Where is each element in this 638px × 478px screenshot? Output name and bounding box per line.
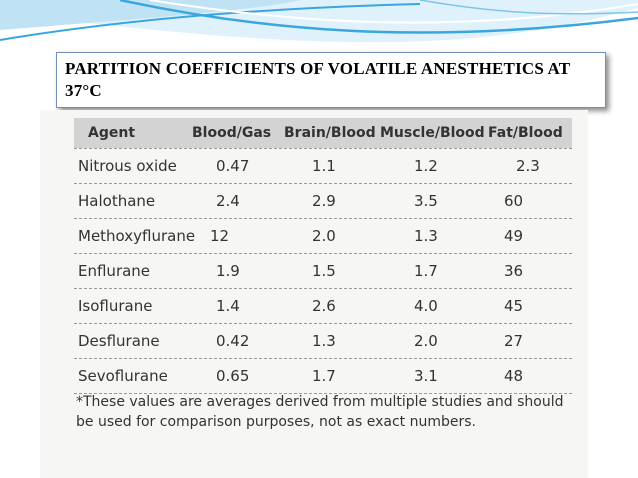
cell-blood-gas: 1.9 [216, 262, 240, 280]
header-blood-gas: Blood/Gas [192, 125, 272, 141]
partition-table: Agent Blood/Gas Brain/Blood Muscle/Blood… [74, 118, 572, 394]
table-row: Sevoflurane 0.65 1.7 3.1 48 [74, 359, 572, 394]
header-muscle-blood: Muscle/Blood [380, 125, 485, 141]
cell-blood-gas: 0.42 [216, 332, 250, 350]
cell-muscle-blood: 1.2 [414, 157, 438, 175]
header-fat-blood: Fat/Blood [488, 125, 563, 141]
cell-agent: Sevoflurane [78, 367, 168, 385]
cell-muscle-blood: 4.0 [414, 297, 438, 315]
cell-brain-blood: 2.9 [312, 192, 336, 210]
cell-blood-gas: 0.47 [216, 157, 250, 175]
cell-fat-blood: 48 [504, 367, 524, 385]
cell-brain-blood: 2.6 [312, 297, 336, 315]
cell-muscle-blood: 3.5 [414, 192, 438, 210]
table-row: Isoflurane 1.4 2.6 4.0 45 [74, 289, 572, 324]
table-row: Methoxyflurane 12 2.0 1.3 49 [74, 219, 572, 254]
cell-blood-gas: 1.4 [216, 297, 240, 315]
cell-muscle-blood: 2.0 [414, 332, 438, 350]
cell-brain-blood: 1.7 [312, 367, 336, 385]
cell-fat-blood: 27 [504, 332, 524, 350]
table-row: Halothane 2.4 2.9 3.5 60 [74, 184, 572, 219]
cell-fat-blood: 45 [504, 297, 524, 315]
cell-muscle-blood: 1.3 [414, 227, 438, 245]
cell-fat-blood: 2.3 [516, 157, 540, 175]
cell-agent: Nitrous oxide [78, 157, 177, 175]
cell-blood-gas: 12 [210, 227, 230, 245]
cell-fat-blood: 60 [504, 192, 524, 210]
cell-blood-gas: 2.4 [216, 192, 240, 210]
header-agent: Agent [88, 125, 136, 141]
cell-muscle-blood: 1.7 [414, 262, 438, 280]
cell-fat-blood: 36 [504, 262, 524, 280]
table-image: Agent Blood/Gas Brain/Blood Muscle/Blood… [40, 110, 588, 478]
table-row: Enflurane 1.9 1.5 1.7 36 [74, 254, 572, 289]
decorative-wave [0, 0, 638, 43]
table-row: Desflurane 0.42 1.3 2.0 27 [74, 324, 572, 359]
cell-brain-blood: 1.1 [312, 157, 336, 175]
cell-fat-blood: 49 [504, 227, 524, 245]
table-footnote: *These values are averages derived from … [76, 394, 564, 430]
cell-agent: Isoflurane [78, 297, 153, 315]
cell-blood-gas: 0.65 [216, 367, 250, 385]
slide-title: PARTITION COEFFICIENTS OF VOLATILE ANEST… [65, 59, 570, 100]
slide-title-box: PARTITION COEFFICIENTS OF VOLATILE ANEST… [56, 52, 606, 108]
cell-brain-blood: 1.5 [312, 262, 336, 280]
cell-agent: Methoxyflurane [78, 227, 196, 245]
table-header: Agent Blood/Gas Brain/Blood Muscle/Blood… [74, 118, 572, 148]
cell-brain-blood: 2.0 [312, 227, 336, 245]
cell-agent: Halothane [78, 192, 156, 210]
header-brain-blood: Brain/Blood [284, 125, 376, 141]
table-row: Nitrous oxide 0.47 1.1 1.2 2.3 [74, 148, 572, 184]
cell-muscle-blood: 3.1 [414, 367, 438, 385]
cell-agent: Enflurane [78, 262, 151, 280]
cell-brain-blood: 1.3 [312, 332, 336, 350]
cell-agent: Desflurane [78, 332, 160, 350]
